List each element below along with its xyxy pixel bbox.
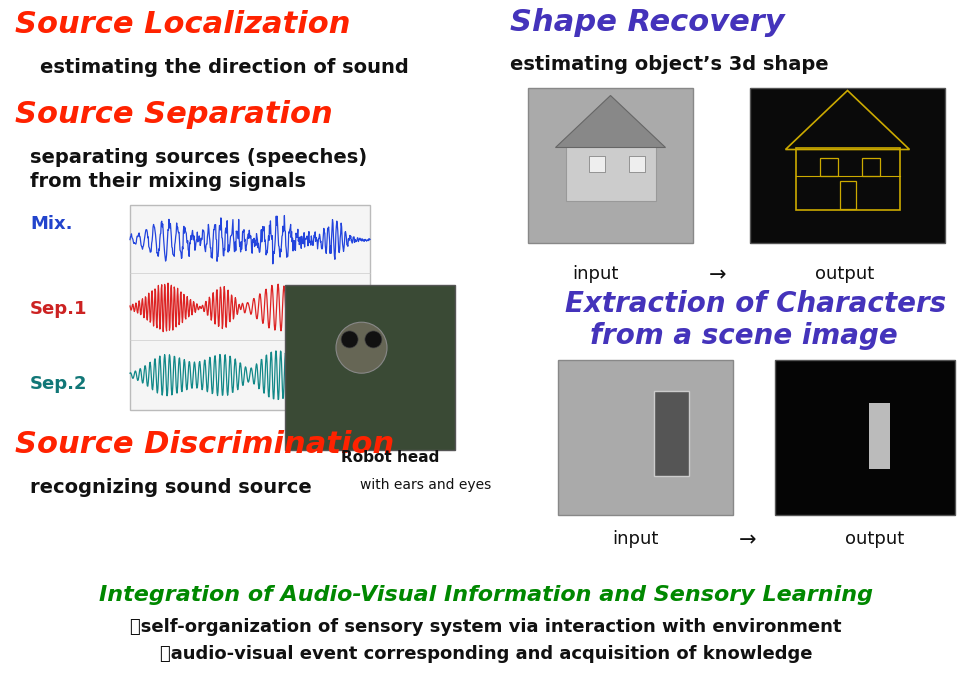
Text: Shape Recovery: Shape Recovery — [510, 8, 784, 37]
Text: with ears and eyes: with ears and eyes — [360, 478, 491, 492]
Text: input: input — [572, 265, 618, 283]
Text: Source Localization: Source Localization — [15, 10, 350, 39]
Bar — [589, 156, 604, 172]
Bar — [629, 156, 644, 172]
Text: ・self-organization of sensory system via interaction with environment: ・self-organization of sensory system via… — [130, 618, 842, 636]
Text: Source Separation: Source Separation — [15, 100, 333, 129]
Bar — [285, 285, 455, 450]
Bar — [565, 145, 656, 201]
Text: Mix.: Mix. — [30, 215, 73, 233]
Text: →: → — [739, 530, 757, 550]
Bar — [840, 181, 855, 208]
Circle shape — [365, 331, 381, 348]
Text: Source Discrimination: Source Discrimination — [15, 430, 394, 459]
Text: from their mixing signals: from their mixing signals — [30, 172, 306, 191]
Text: Sep.1: Sep.1 — [30, 300, 88, 318]
Polygon shape — [556, 95, 666, 147]
Text: separating sources (speeches): separating sources (speeches) — [30, 148, 367, 167]
Bar — [796, 147, 899, 210]
Text: →: → — [709, 265, 727, 285]
Text: Robot head: Robot head — [341, 450, 439, 465]
Text: Extraction of Characters: Extraction of Characters — [565, 290, 946, 318]
Circle shape — [336, 322, 387, 373]
Text: recognizing sound source: recognizing sound source — [30, 478, 311, 497]
Bar — [528, 88, 693, 243]
Text: output: output — [846, 530, 905, 548]
Circle shape — [342, 331, 358, 348]
Bar — [654, 391, 689, 476]
Bar — [130, 205, 370, 410]
Bar — [819, 158, 838, 176]
Text: from a scene image: from a scene image — [590, 322, 898, 350]
Bar — [869, 403, 890, 468]
Text: estimating the direction of sound: estimating the direction of sound — [40, 58, 409, 77]
Bar — [775, 360, 955, 515]
Text: estimating object’s 3d shape: estimating object’s 3d shape — [510, 55, 829, 74]
Text: output: output — [815, 265, 875, 283]
Bar — [750, 88, 945, 243]
Bar — [861, 158, 880, 176]
Text: input: input — [612, 530, 658, 548]
Text: ・audio-visual event corresponding and acquisition of knowledge: ・audio-visual event corresponding and ac… — [160, 645, 812, 663]
Text: Sep.2: Sep.2 — [30, 375, 88, 393]
Text: Integration of Audio-Visual Information and Sensory Learning: Integration of Audio-Visual Information … — [99, 585, 873, 605]
Bar — [558, 360, 733, 515]
